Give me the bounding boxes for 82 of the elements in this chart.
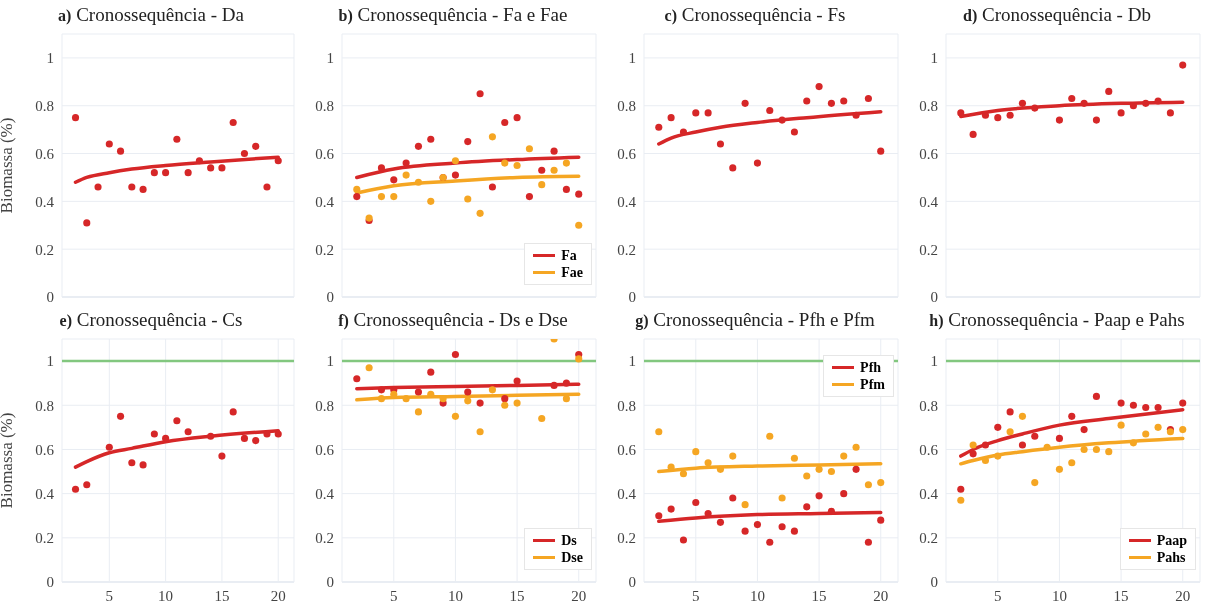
y-tick-label: 0 (628, 574, 636, 591)
y-tick-label: 0 (326, 289, 334, 306)
chart-title: g) Cronossequência - Pfh e Pfm (634, 308, 876, 332)
chart-title: h) Cronossequência - Paap e Pahs (928, 308, 1186, 332)
y-tick-label: 0.8 (315, 397, 334, 414)
y-tick-label: 0.8 (919, 397, 938, 414)
chart-title: f) Cronossequência - Ds e Dse (337, 308, 569, 332)
y-tick-label: 1 (326, 50, 334, 67)
y-tick-label: 1 (46, 353, 54, 370)
legend-label: Fae (561, 264, 583, 281)
y-tick-label: 0.6 (617, 145, 637, 162)
y-tick-label: 1 (628, 50, 636, 67)
y-tick-label: 0.2 (617, 241, 636, 258)
y-tick-label: 0.6 (919, 145, 939, 162)
x-tick-label: 5 (390, 587, 398, 604)
y-tick-label: 0 (628, 289, 636, 306)
y-tick-label: 1 (930, 353, 938, 370)
y-tick-label: 1 (930, 50, 938, 67)
chart-title: c) Cronossequência - Fs (663, 3, 847, 27)
y-tick-label: 0.8 (315, 98, 334, 115)
chart-title: a) Cronossequência - Da (57, 3, 245, 27)
y-tick-label: 0 (326, 574, 334, 591)
x-tick-label: 15 (214, 587, 230, 604)
chart-title: b) Cronossequência - Fa e Fae (337, 3, 569, 27)
legend-label: Dse (561, 549, 583, 566)
x-tick-label: 5 (994, 587, 1002, 604)
x-tick-label: 20 (873, 587, 889, 604)
y-tick-label: 0.2 (315, 241, 334, 258)
y-tick-label: 0.4 (35, 485, 55, 502)
y-tick-label: 0.4 (617, 193, 637, 210)
y-tick-label: 0.6 (35, 441, 55, 458)
y-tick-label: 0.6 (35, 145, 55, 162)
y-tick-label: 0.8 (919, 98, 938, 115)
y-axis-title: Biomassa (%) (0, 117, 17, 214)
y-tick-label: 0.6 (315, 441, 335, 458)
x-tick-label: 10 (1051, 587, 1067, 604)
y-tick-label: 0.6 (919, 441, 939, 458)
y-tick-label: 0.2 (35, 530, 54, 547)
y-tick-label: 0.2 (35, 241, 54, 258)
y-tick-label: 0.2 (919, 530, 938, 547)
y-tick-label: 0.8 (617, 397, 636, 414)
chart-title: d) Cronossequência - Db (962, 3, 1152, 27)
legend-label: Pfm (860, 376, 885, 393)
legend-label: Fa (561, 247, 577, 264)
x-tick-label: 10 (749, 587, 765, 604)
y-tick-label: 0.8 (35, 397, 54, 414)
legend-label: Ds (561, 532, 577, 549)
y-tick-label: 0.2 (617, 530, 636, 547)
y-tick-label: 0.4 (919, 193, 939, 210)
x-tick-label: 5 (105, 587, 114, 604)
y-tick-label: 0 (46, 574, 54, 591)
y-tick-label: 0.4 (35, 193, 55, 210)
y-tick-label: 0.2 (315, 530, 334, 547)
x-tick-label: 5 (692, 587, 700, 604)
x-tick-label: 20 (270, 587, 286, 604)
x-tick-label: 15 (1113, 587, 1129, 604)
y-tick-label: 0 (46, 289, 54, 306)
x-tick-label: 20 (571, 587, 587, 604)
y-tick-label: 0.4 (617, 485, 637, 502)
y-tick-label: 0.4 (315, 193, 335, 210)
y-tick-label: 0 (930, 574, 938, 591)
y-tick-label: 0.6 (617, 441, 637, 458)
x-tick-label: 10 (158, 587, 174, 604)
y-tick-label: 0.6 (315, 145, 335, 162)
y-tick-label: 0 (930, 289, 938, 306)
x-tick-label: 15 (509, 587, 525, 604)
y-tick-label: 0.4 (315, 485, 335, 502)
y-axis-title: Biomassa (%) (0, 412, 17, 509)
chart-title: e) Cronossequência - Cs (58, 308, 244, 332)
y-tick-label: 0.4 (919, 485, 939, 502)
x-tick-label: 10 (447, 587, 463, 604)
y-tick-label: 1 (628, 353, 636, 370)
x-tick-label: 15 (811, 587, 827, 604)
y-tick-label: 0.8 (617, 98, 636, 115)
x-tick-label: 20 (1175, 587, 1191, 604)
legend-label: Paap (1156, 532, 1187, 549)
y-tick-label: 0.8 (35, 98, 54, 115)
legend-label: Pahs (1156, 549, 1186, 566)
y-tick-label: 1 (326, 353, 334, 370)
legend-label: Pfh (860, 359, 882, 376)
y-tick-label: 0.2 (919, 241, 938, 258)
y-tick-label: 1 (46, 50, 54, 67)
